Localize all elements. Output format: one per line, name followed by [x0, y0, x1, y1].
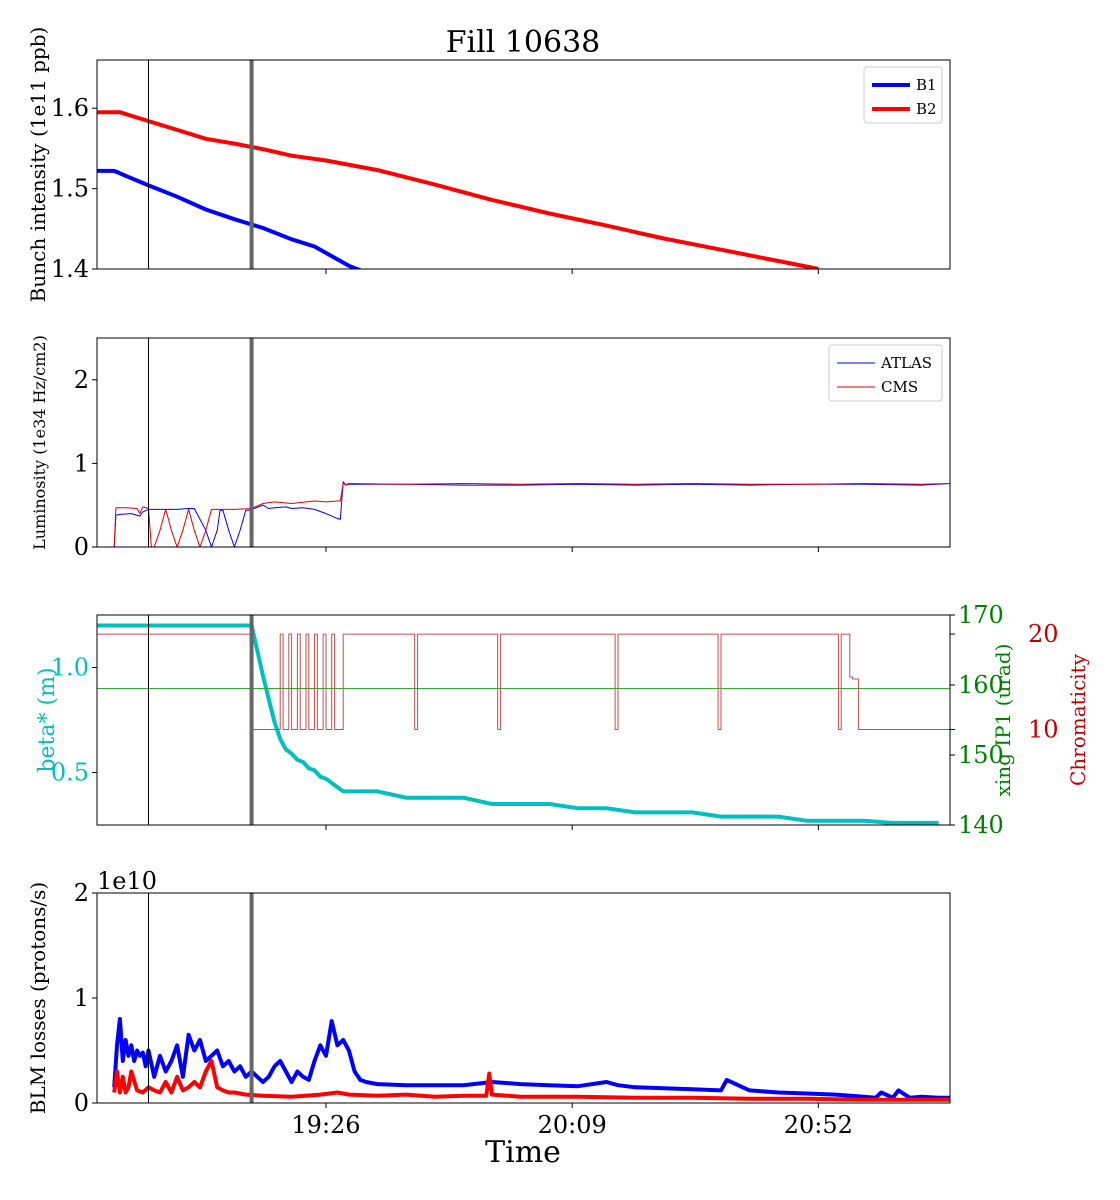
legend-luminosity: ATLAS CMS	[828, 344, 943, 402]
x-tick-label-1: 20:09	[538, 1111, 607, 1139]
y-tick-label-intensity-2: 1.6	[51, 94, 89, 122]
series-line-blm-1	[112, 1059, 950, 1102]
series-line-optics-0	[97, 623, 939, 825]
panel-blm: 19:26 20:09 20:52 0 1 2 BLM losses (protons/s)…	[26, 867, 951, 1139]
right-tick-label-1-1: 20	[1028, 620, 1059, 648]
right-tick-label-0-2: 160	[958, 671, 1004, 699]
right-tick-label-1-0: 10	[1028, 716, 1059, 744]
right-tick-label-0-1: 150	[958, 741, 1004, 769]
series-group-intensity	[97, 110, 819, 269]
y-tick-label-luminosity-1: 1	[74, 449, 89, 477]
axes-frame-intensity	[96, 59, 951, 270]
right-tick-label-0-0: 140	[958, 811, 1004, 839]
series-line-luminosity-0	[113, 481, 950, 547]
series-group-optics	[97, 623, 950, 825]
x-tick-label-0: 19:26	[291, 1111, 360, 1139]
legend-label-luminosity-1: CMS	[881, 378, 918, 396]
series-group-luminosity	[113, 481, 950, 547]
y-tick-label-blm-0: 0	[74, 1089, 89, 1117]
x-tick-label-2: 20:52	[784, 1111, 853, 1139]
y-tick-label-luminosity-2: 2	[74, 366, 89, 394]
legend-label-intensity-1: B2	[916, 100, 937, 118]
x-axis-label: Time	[485, 1135, 561, 1170]
series-line-intensity-0	[97, 168, 363, 269]
figure-title: Fill 10638	[446, 25, 601, 60]
y-tick-label-intensity-0: 1.4	[51, 255, 89, 283]
y-tick-label-blm-2: 2	[74, 879, 89, 907]
offset-text-blm: 1e10	[97, 867, 157, 895]
y-tick-label-optics-1: 1.0	[51, 654, 89, 682]
right-tick-label-0-3: 170	[958, 601, 1004, 629]
y-axis-label-intensity: Bunch intensity (1e11 ppb)	[26, 27, 50, 303]
axes-frame-optics	[96, 614, 951, 826]
y-tick-label-intensity-1: 1.5	[51, 175, 89, 203]
panel-luminosity: 0 1 2 Luminosity (1e34 Hz/cm2) ATLAS CMS	[30, 335, 951, 561]
y-tick-label-luminosity-0: 0	[74, 533, 89, 561]
right-axis-label-0: xing IP1 (urad)	[991, 644, 1015, 797]
y-axis-label-optics: beta* (m)	[35, 667, 60, 772]
y-tick-label-blm-1: 1	[74, 984, 89, 1012]
axes-frame-luminosity	[96, 337, 951, 548]
y-tick-label-optics-0: 0.5	[51, 759, 89, 787]
y-axis-label-blm: BLM losses (protons/s)	[26, 882, 50, 1114]
y-axis-label-luminosity: Luminosity (1e34 Hz/cm2)	[30, 335, 49, 550]
series-line-blm-0	[112, 1017, 950, 1100]
axes-frame-blm	[96, 892, 951, 1104]
series-line-luminosity-1	[113, 483, 950, 547]
right-axis-label-1: Chromaticity	[1066, 653, 1090, 786]
series-group-blm	[112, 1017, 950, 1102]
series-line-intensity-1	[97, 110, 819, 269]
legend-label-luminosity-0: ATLAS	[880, 354, 932, 372]
series-line-optics-2	[97, 633, 950, 730]
legend-label-intensity-0: B1	[916, 76, 937, 94]
